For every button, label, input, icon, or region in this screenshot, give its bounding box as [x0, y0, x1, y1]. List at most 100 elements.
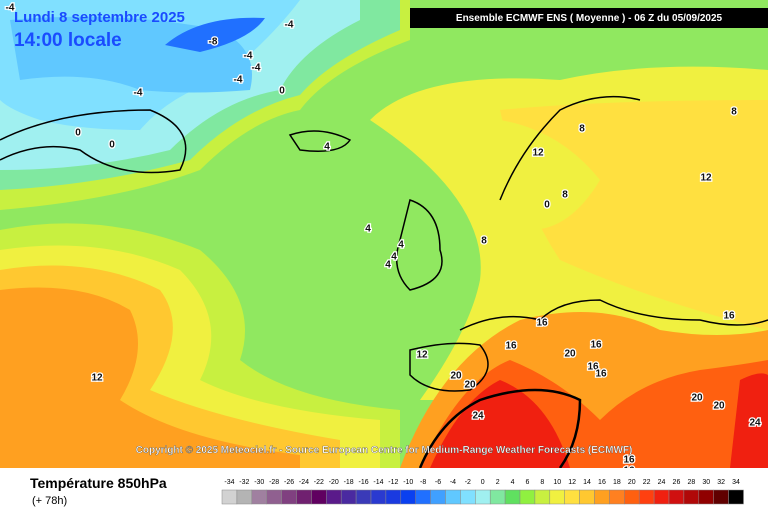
- scale-label: -26: [284, 479, 294, 486]
- contour-label: 8: [579, 124, 585, 135]
- contour-label: 20: [450, 371, 462, 382]
- contour-label: 16: [590, 340, 602, 351]
- contour-label: 16: [595, 369, 607, 380]
- contour-label: 24: [472, 411, 484, 422]
- scale-swatch: [489, 489, 506, 505]
- scale-label: -24: [299, 479, 309, 486]
- scale-swatch: [311, 489, 327, 505]
- scale-swatch: [653, 489, 670, 505]
- scale-label: 10: [553, 479, 561, 486]
- run-label: Ensemble ECMWF ENS ( Moyenne ) - 06 Z du…: [456, 13, 723, 24]
- scale-label: 30: [702, 479, 710, 486]
- scale-swatch: [549, 489, 565, 505]
- isotherm-24: [418, 388, 582, 469]
- contour-label: 8: [481, 236, 487, 247]
- contour-label: 20: [691, 393, 703, 404]
- contour-label: 4: [324, 142, 330, 153]
- contour-label: 16: [623, 455, 635, 466]
- time-label: 14:00 locale: [14, 30, 122, 51]
- scale-label: -28: [269, 479, 279, 486]
- contour-label: 16: [587, 362, 599, 373]
- scale-label: -6: [435, 479, 441, 486]
- scale-swatch: [698, 489, 714, 505]
- scale-swatch: [624, 489, 640, 505]
- color-scale: -34 -32 -30 -28 -26 -24 -22 -20 -18 -16 -14 -12 -10-…: [221, 479, 744, 505]
- scale-swatch: [445, 489, 461, 505]
- scale-swatch: [519, 489, 536, 505]
- scale-label: 14: [583, 479, 591, 486]
- scale-swatch: [609, 489, 625, 505]
- scale-swatch: [281, 489, 297, 505]
- contour-label: -4: [252, 63, 261, 74]
- scale-swatch: [340, 489, 357, 505]
- contour-label: 4: [398, 240, 404, 251]
- scandinavia-coast: [499, 95, 641, 201]
- scale-swatch: [579, 489, 595, 505]
- scale-swatch: [385, 489, 402, 505]
- scale-swatch: [221, 489, 238, 505]
- scale-label: 8: [540, 479, 544, 486]
- scale-swatch: [728, 489, 744, 505]
- contour-label: 0: [279, 86, 285, 97]
- run-box: [410, 8, 768, 28]
- iceland: [288, 130, 352, 152]
- scale-swatch: [683, 489, 700, 505]
- scale-swatch: [504, 489, 521, 505]
- scale-label: -8: [420, 479, 426, 486]
- scale-label: -10: [403, 479, 413, 486]
- scale-swatch: [266, 489, 282, 505]
- contour-label: 16: [536, 318, 548, 329]
- contour-label: 4: [385, 260, 391, 271]
- scale-label: 6: [525, 479, 529, 486]
- contour-label: -8: [209, 37, 218, 48]
- scale-label: 12: [568, 479, 576, 486]
- scale-label: 32: [717, 479, 725, 486]
- contour-label: 8: [562, 190, 568, 201]
- zone-levant: [730, 373, 768, 468]
- contour-label: 20: [564, 349, 576, 360]
- contour-label: 12: [532, 148, 544, 159]
- contour-label: 16: [505, 341, 517, 352]
- copyright: Copyright © 2025 Meteociel.fr - Source E…: [136, 445, 633, 456]
- coastlines: [0, 95, 768, 469]
- contour-label: -4: [6, 3, 15, 14]
- scale-label: 34: [732, 479, 740, 486]
- scale-label: 18: [613, 479, 621, 486]
- scale-label: -4: [450, 479, 456, 486]
- scale-label: 4: [511, 479, 515, 486]
- scale-label: -16: [358, 479, 368, 486]
- scale-swatch: [296, 489, 312, 505]
- contour-label: 12: [700, 173, 712, 184]
- scale-swatch: [355, 489, 372, 505]
- scale-swatch: [638, 489, 655, 505]
- continent-coast: [459, 299, 768, 331]
- contour-label: -4: [285, 20, 294, 31]
- scale-label: 24: [658, 479, 666, 486]
- scale-label: 0: [481, 479, 485, 486]
- zone-deep-blue: [165, 17, 265, 52]
- date-label: Lundi 8 septembre 2025: [14, 9, 185, 26]
- scale-swatch: [430, 489, 446, 505]
- scale-swatch: [400, 489, 416, 505]
- scale-label: 16: [598, 479, 606, 486]
- contour-label: -4: [134, 88, 143, 99]
- contour-label: 16: [723, 311, 735, 322]
- scale-label: -30: [254, 479, 264, 486]
- scale-label: 2: [496, 479, 500, 486]
- scale-swatch: [370, 489, 387, 505]
- scale-label: -20: [329, 479, 339, 486]
- scale-label: 22: [643, 479, 651, 486]
- scale-swatch: [415, 489, 431, 505]
- scale-swatch: [460, 489, 476, 505]
- contour-label: 0: [75, 128, 81, 139]
- scale-swatch: [534, 489, 551, 505]
- scale-swatch: [594, 489, 610, 505]
- scale-swatch: [668, 489, 685, 505]
- contour-label: 12: [416, 350, 428, 361]
- scale-label: -18: [344, 479, 354, 486]
- contour-label: 4: [365, 224, 371, 235]
- scale-label: -22: [314, 479, 324, 486]
- scale-label: 28: [687, 479, 695, 486]
- contour-label: 12: [91, 373, 103, 384]
